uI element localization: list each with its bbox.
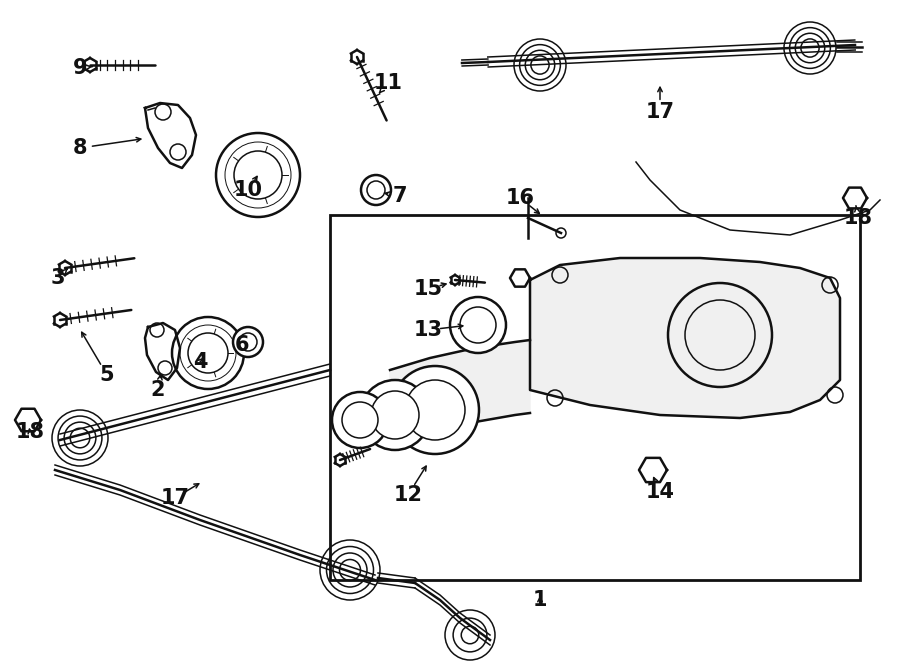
Text: 2: 2 [151,380,166,400]
Circle shape [460,307,496,343]
Text: 5: 5 [100,365,114,385]
Text: 16: 16 [506,188,535,208]
Polygon shape [15,408,41,431]
Polygon shape [530,258,840,418]
Circle shape [405,380,465,440]
Circle shape [371,391,419,439]
Circle shape [361,175,391,205]
Circle shape [367,181,385,199]
Text: 1: 1 [533,590,547,610]
Circle shape [233,327,263,357]
Bar [330,215,860,580]
Text: 13: 13 [413,320,443,340]
Text: 17: 17 [645,102,674,122]
Circle shape [342,402,378,438]
Text: 17: 17 [160,488,190,508]
Circle shape [188,333,228,373]
Polygon shape [639,458,667,482]
Text: 15: 15 [413,279,443,299]
Text: 7: 7 [392,186,408,206]
Polygon shape [843,187,867,209]
Text: 9: 9 [73,58,87,78]
Text: 8: 8 [73,138,87,158]
Text: 18: 18 [15,422,44,442]
Text: 10: 10 [233,180,263,200]
Text: 11: 11 [374,73,402,93]
Polygon shape [145,103,196,168]
Circle shape [172,317,244,389]
Polygon shape [510,269,530,287]
Text: 14: 14 [645,482,674,502]
Text: 6: 6 [235,335,249,355]
Polygon shape [145,323,180,380]
Text: 12: 12 [393,485,422,505]
Circle shape [450,297,506,353]
Circle shape [360,380,430,450]
Circle shape [216,133,300,217]
Circle shape [332,392,388,448]
Circle shape [391,366,479,454]
Text: 18: 18 [843,208,872,228]
Polygon shape [390,340,530,445]
Circle shape [234,151,282,199]
Text: 3: 3 [50,268,66,288]
Circle shape [239,333,257,351]
Text: 4: 4 [193,352,207,372]
